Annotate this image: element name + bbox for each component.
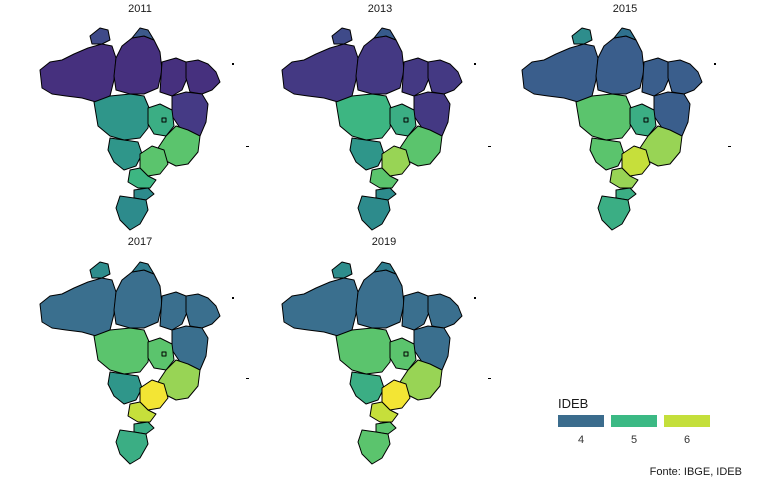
state-go bbox=[389, 337, 417, 371]
state-rs bbox=[597, 195, 631, 231]
state-w bbox=[373, 27, 397, 41]
state-n bbox=[113, 269, 163, 329]
state-pr bbox=[369, 401, 399, 423]
state-nw bbox=[89, 261, 111, 279]
state-w bbox=[131, 261, 155, 275]
state-ne bbox=[185, 59, 221, 95]
state-ne bbox=[427, 59, 463, 95]
legend-title: IDEB bbox=[558, 396, 588, 411]
state-ne bbox=[427, 293, 463, 329]
state-df bbox=[161, 117, 167, 123]
panel-title-4: 2017 bbox=[128, 236, 152, 248]
state-n bbox=[355, 35, 405, 95]
state-ba bbox=[653, 91, 691, 139]
state-df bbox=[643, 117, 649, 123]
state-w bbox=[613, 27, 637, 41]
state-nw bbox=[571, 27, 593, 45]
state-ms bbox=[107, 137, 143, 171]
state-rs bbox=[115, 429, 149, 465]
panel-title-2: 2013 bbox=[368, 3, 392, 15]
state-go bbox=[147, 103, 175, 137]
legend-swatch-6 bbox=[664, 415, 710, 427]
state-pr bbox=[369, 167, 399, 189]
panel-title-3: 2015 bbox=[613, 3, 637, 15]
state-sc bbox=[375, 421, 397, 435]
state-df bbox=[161, 351, 167, 357]
legend: IDEB 4 5 6 bbox=[558, 396, 710, 446]
state-pr bbox=[127, 167, 157, 189]
state-ce bbox=[401, 291, 431, 331]
state-w bbox=[131, 27, 155, 41]
state-go bbox=[389, 103, 417, 137]
state-ba bbox=[171, 325, 209, 373]
state-ce bbox=[401, 57, 431, 97]
state-mt bbox=[335, 327, 393, 375]
state-n bbox=[595, 35, 645, 95]
legend-swatch-4 bbox=[558, 415, 604, 427]
state-nw bbox=[89, 27, 111, 45]
state-nw bbox=[331, 27, 353, 45]
state-am bbox=[281, 43, 359, 103]
state-mt bbox=[335, 93, 393, 141]
state-df bbox=[403, 117, 409, 123]
state-rs bbox=[115, 195, 149, 231]
state-n bbox=[355, 269, 405, 329]
map-panel-4 bbox=[39, 261, 221, 465]
state-sc bbox=[615, 187, 637, 201]
map-panel-1 bbox=[39, 27, 221, 231]
state-mt bbox=[93, 93, 151, 141]
state-go bbox=[147, 337, 175, 371]
state-ba bbox=[413, 91, 451, 139]
state-ms bbox=[349, 137, 385, 171]
state-am bbox=[521, 43, 599, 103]
state-am bbox=[281, 277, 359, 337]
state-ms bbox=[107, 371, 143, 405]
state-go bbox=[629, 103, 657, 137]
source-caption: Fonte: IBGE, IDEB bbox=[650, 466, 742, 478]
state-pr bbox=[609, 167, 639, 189]
state-rs bbox=[357, 429, 391, 465]
state-ce bbox=[159, 57, 189, 97]
state-ms bbox=[589, 137, 625, 171]
map-panel-2 bbox=[281, 27, 463, 231]
state-df bbox=[403, 351, 409, 357]
state-ms bbox=[349, 371, 385, 405]
state-n bbox=[113, 35, 163, 95]
island-specks bbox=[232, 63, 731, 379]
state-ba bbox=[413, 325, 451, 373]
state-ne bbox=[667, 59, 703, 95]
legend-swatch-5 bbox=[611, 415, 657, 427]
state-ce bbox=[159, 291, 189, 331]
state-ce bbox=[641, 57, 671, 97]
legend-label-4: 4 bbox=[578, 434, 584, 446]
state-mt bbox=[575, 93, 633, 141]
legend-label-6: 6 bbox=[684, 434, 690, 446]
panel-title-5: 2019 bbox=[372, 236, 396, 248]
map-panel-5 bbox=[281, 261, 463, 465]
panel-title-1: 2011 bbox=[128, 3, 152, 15]
state-rs bbox=[357, 195, 391, 231]
state-sc bbox=[375, 187, 397, 201]
legend-label-5: 5 bbox=[631, 434, 637, 446]
state-mt bbox=[93, 327, 151, 375]
state-ba bbox=[171, 91, 209, 139]
state-w bbox=[373, 261, 397, 275]
state-ne bbox=[185, 293, 221, 329]
map-panel-3 bbox=[521, 27, 703, 231]
state-sc bbox=[133, 187, 155, 201]
state-am bbox=[39, 277, 117, 337]
state-sc bbox=[133, 421, 155, 435]
state-am bbox=[39, 43, 117, 103]
state-pr bbox=[127, 401, 157, 423]
state-nw bbox=[331, 261, 353, 279]
